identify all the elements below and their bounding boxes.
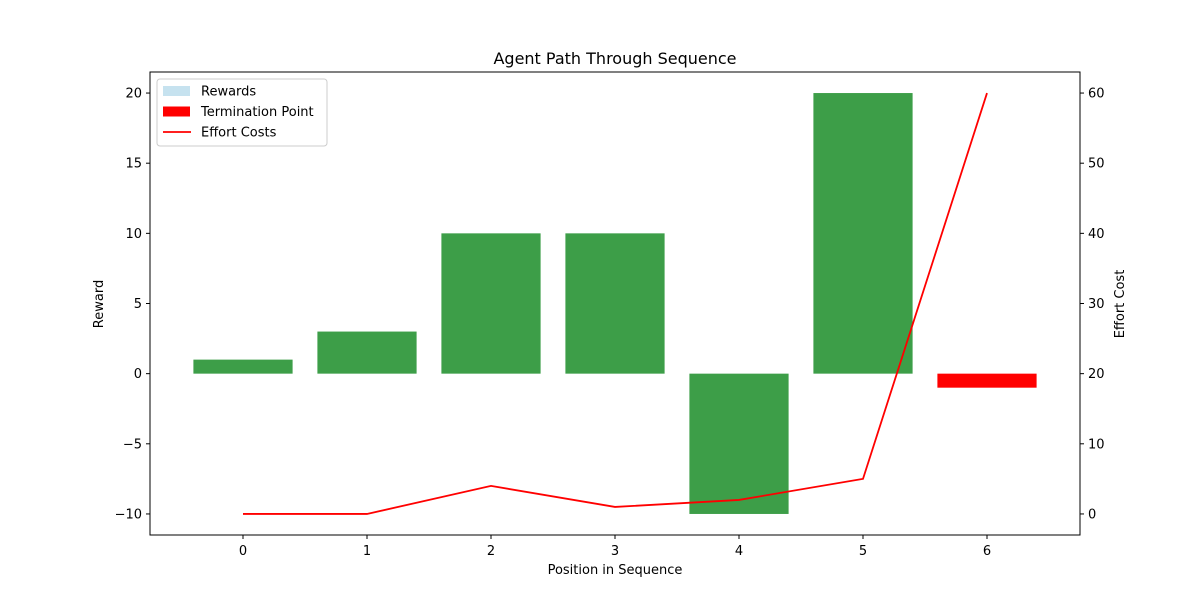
y2-tick-label: 30 — [1088, 297, 1105, 312]
y-tick-label: −10 — [115, 507, 142, 522]
bars-group — [193, 93, 1037, 514]
x-tick-label: 2 — [487, 544, 495, 559]
x-tick-label: 0 — [239, 544, 247, 559]
reward-bar-1 — [317, 331, 417, 374]
y-tick-label: 10 — [125, 227, 142, 242]
y-tick-label: 15 — [125, 157, 142, 172]
y2-tick-label: 20 — [1088, 367, 1105, 382]
x-tick-label: 6 — [983, 544, 991, 559]
y-tick-label: 20 — [125, 87, 142, 102]
y-axis-label: Reward — [92, 280, 107, 328]
x-axis-ticks: 0 1 2 3 4 5 6 — [239, 535, 991, 559]
y2-tick-label: 50 — [1088, 157, 1105, 172]
reward-bar-3 — [565, 233, 665, 374]
y-tick-label: −5 — [123, 437, 142, 452]
legend-label: Termination Point — [200, 105, 314, 120]
x-tick-label: 4 — [735, 544, 743, 559]
y-tick-label: 0 — [134, 367, 142, 382]
legend-swatch — [163, 86, 190, 96]
y-axis-ticks: −10 −5 0 5 10 15 20 — [115, 87, 150, 522]
legend-label: Rewards — [201, 85, 256, 100]
reward-bar-0 — [193, 359, 293, 374]
x-axis-label: Position in Sequence — [548, 563, 683, 578]
y2-axis-ticks: 0 10 20 30 40 50 60 — [1080, 87, 1105, 522]
x-tick-label: 3 — [611, 544, 619, 559]
legend-frame — [156, 78, 328, 147]
chart-title: Agent Path Through Sequence — [493, 49, 736, 68]
legend-swatch — [163, 106, 190, 117]
effort-cost-line — [243, 92, 988, 515]
reward-bar-2 — [441, 233, 541, 374]
reward-bar-4 — [689, 373, 789, 514]
x-tick-label: 1 — [363, 544, 371, 559]
reward-bar-6 — [937, 373, 1037, 388]
y2-axis-label: Effort Cost — [1113, 270, 1128, 339]
x-tick-label: 5 — [859, 544, 867, 559]
y2-tick-label: 10 — [1088, 437, 1105, 452]
legend-label: Effort Costs — [201, 126, 277, 141]
y2-tick-label: 0 — [1088, 507, 1096, 522]
y2-tick-label: 40 — [1088, 227, 1105, 242]
effort-line-group — [243, 92, 988, 515]
y-tick-label: 5 — [134, 297, 142, 312]
reward-bar-5 — [813, 93, 913, 374]
legend: Rewards Termination Point Effort Costs — [156, 78, 328, 147]
y2-tick-label: 60 — [1088, 87, 1105, 102]
